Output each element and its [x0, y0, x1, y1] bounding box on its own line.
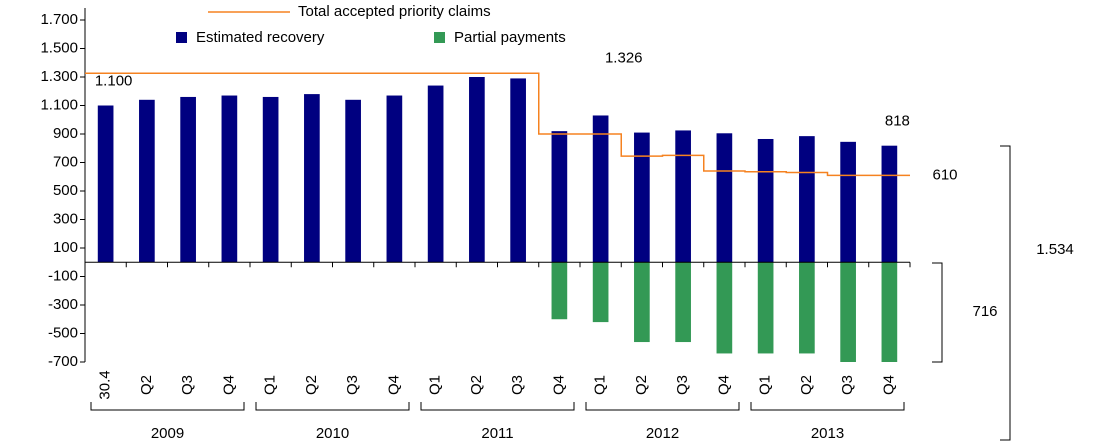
x-tick-label: Q3: [509, 375, 526, 395]
group-bracket: [420, 402, 575, 411]
bar: [262, 96, 279, 263]
bar: [427, 85, 444, 263]
bar: [799, 262, 815, 354]
bracket-payments: [932, 262, 943, 363]
group-bracket: [750, 402, 905, 411]
bar: [675, 262, 691, 343]
y-tick-label: -700: [48, 353, 78, 370]
y-tick-label: 1.700: [40, 11, 78, 28]
group-bracket: [585, 402, 740, 411]
bar: [757, 262, 774, 354]
y-tick-label: 500: [53, 182, 78, 199]
x-tick-label: Q1: [262, 375, 279, 395]
x-tick-label: Q4: [715, 375, 732, 395]
x-tick-label: Q4: [550, 375, 567, 395]
x-tick-label: Q3: [344, 375, 361, 395]
group-label: 2012: [646, 425, 679, 442]
group-label: 2013: [811, 425, 844, 442]
group-label: 2010: [316, 425, 349, 442]
x-tick-label: Q1: [427, 375, 444, 395]
legend-label: Total accepted priority claims: [298, 3, 491, 20]
bracket-total: [1000, 145, 1011, 441]
bar: [180, 96, 196, 263]
bar: [716, 133, 733, 263]
bar: [840, 262, 856, 362]
x-tick-label: Q3: [179, 375, 196, 395]
bar: [634, 262, 650, 343]
x-tick-label: Q1: [592, 375, 609, 395]
bar: [221, 95, 238, 263]
bar: [386, 95, 403, 263]
y-tick-label: -100: [48, 267, 78, 284]
data-label: 610: [932, 166, 957, 183]
y-tick-label: -500: [48, 324, 78, 341]
line-series: [85, 72, 910, 177]
bar: [592, 115, 609, 263]
bar: [304, 94, 320, 263]
bar: [551, 262, 568, 320]
y-tick-label: 100: [53, 239, 78, 256]
bar: [97, 105, 114, 263]
x-tick-label: Q3: [839, 375, 856, 395]
x-tick-label: Q4: [220, 375, 237, 395]
x-tick-label: 30.4: [97, 370, 114, 399]
bar: [675, 130, 691, 263]
y-tick-label: 1.500: [40, 39, 78, 56]
annotation: 716: [972, 303, 997, 320]
bar: [716, 262, 733, 354]
bar: [881, 262, 898, 362]
brackets: [932, 145, 1011, 441]
bar: [881, 145, 898, 263]
bar: [345, 99, 361, 263]
y-tick-label: 900: [53, 125, 78, 142]
y-tick-label: 300: [53, 210, 78, 227]
y-tick-label: 1.100: [40, 96, 78, 113]
bar: [592, 262, 609, 323]
x-tick-label: Q2: [138, 375, 155, 395]
bar: [840, 141, 856, 263]
legend-swatch: [434, 32, 445, 43]
legend-label: Estimated recovery: [196, 29, 325, 46]
bar: [551, 131, 568, 263]
data-label: 1.100: [95, 72, 133, 89]
x-tick-label: Q2: [303, 375, 320, 395]
bar: [757, 138, 774, 263]
bar: [139, 99, 155, 263]
y-tick-label: 1.300: [40, 68, 78, 85]
y-tick-label: -300: [48, 296, 78, 313]
x-tick-label: Q2: [798, 375, 815, 395]
legend-label: Partial payments: [454, 29, 566, 46]
annotation: 1.534: [1036, 241, 1074, 258]
group-label: 2011: [481, 425, 513, 442]
bar: [634, 132, 650, 263]
x-tick-label: Q2: [468, 375, 485, 395]
data-label: 818: [885, 113, 910, 130]
legend-swatch: [176, 32, 187, 43]
data-label: 1.326: [605, 49, 643, 66]
x-tick-label: Q3: [674, 375, 691, 395]
bar: [799, 136, 815, 263]
bar: [510, 78, 526, 263]
y-tick-label: 700: [53, 153, 78, 170]
x-tick-label: Q4: [880, 375, 897, 395]
group-label: 2009: [151, 425, 184, 442]
x-tick-label: Q4: [385, 375, 402, 395]
group-bracket: [90, 402, 245, 411]
group-bracket: [255, 402, 410, 411]
x-tick-label: Q1: [757, 375, 774, 395]
bar: [469, 77, 485, 263]
x-tick-label: Q2: [633, 375, 650, 395]
